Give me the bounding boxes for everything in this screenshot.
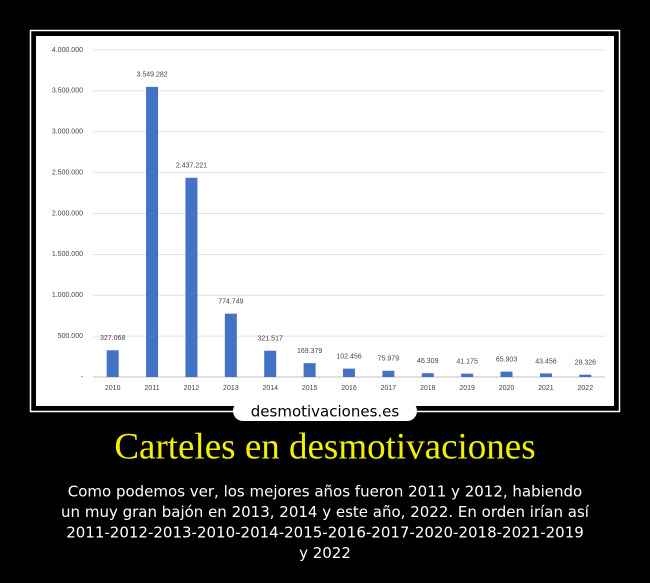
bar	[500, 371, 513, 377]
x-tick-label: 2014	[262, 385, 278, 392]
y-tick-label: 3.500.000	[52, 88, 83, 95]
bar	[264, 350, 277, 377]
text-line: y 2022	[299, 544, 351, 562]
x-tick-label: 2012	[184, 385, 200, 392]
x-tick-label: 2021	[538, 385, 554, 392]
y-tick-label: 4.000.000	[52, 47, 83, 54]
text-line: un muy gran bajón en 2013, 2014 y este a…	[61, 503, 590, 521]
value-label: 43.456	[535, 358, 557, 365]
poster-title: Carteles en desmotivaciones	[114, 426, 535, 467]
y-tick-label: 2.000.000	[52, 210, 83, 217]
x-tick-label: 2013	[223, 385, 239, 392]
y-tick-label: 1.000.000	[52, 292, 83, 299]
bar	[539, 373, 552, 377]
x-tick-label: 2019	[459, 385, 475, 392]
logo: desmotivaciones.es	[251, 403, 400, 421]
bar	[106, 350, 119, 377]
logo-pill	[233, 401, 417, 421]
value-label: 46.309	[417, 358, 439, 365]
value-label: 75.979	[378, 356, 400, 363]
bar	[579, 374, 592, 377]
value-label: 3.549.282	[136, 72, 167, 79]
value-label: 774.749	[218, 299, 243, 306]
x-tick-label: 2018	[420, 385, 436, 392]
bar	[382, 370, 395, 377]
y-tick-label: 2.500.000	[52, 169, 83, 176]
value-label: 28.326	[575, 360, 597, 367]
bar	[303, 363, 316, 377]
x-tick-label: 2022	[578, 385, 594, 392]
x-tick-label: 2017	[381, 385, 397, 392]
bar	[421, 373, 434, 377]
y-tick-label: -	[81, 374, 84, 381]
bar	[343, 368, 355, 377]
chart-area	[36, 36, 614, 406]
bar	[224, 313, 237, 377]
x-tick-label: 2020	[499, 385, 515, 392]
value-label: 2.437.221	[176, 163, 207, 170]
bar	[461, 373, 474, 377]
text-line: 2011-2012-2013-2010-2014-2015-2016-2017-…	[66, 524, 584, 542]
x-tick-label: 2016	[341, 385, 357, 392]
y-tick-label: 3.000.000	[52, 129, 83, 136]
value-label: 41.175	[456, 358, 478, 365]
value-label: 321.517	[258, 336, 283, 343]
value-label: 102.456	[336, 353, 361, 360]
chart: - 500.000 1.000.000 1.500.000 2.000.000 2.500…	[52, 47, 605, 392]
y-tick-label: 500.000	[58, 333, 83, 340]
value-label: 327.068	[100, 335, 125, 342]
poster-text: Como podemos ver, los mejores años fuero…	[61, 483, 590, 563]
value-label: 169.379	[297, 348, 322, 355]
bar	[146, 86, 159, 378]
value-label: 65.903	[496, 356, 518, 363]
y-tick-label: 1.500.000	[52, 251, 83, 258]
bar	[185, 177, 198, 377]
x-tick-label: 2015	[302, 385, 318, 392]
x-tick-label: 2010	[105, 385, 121, 392]
x-tick-label: 2011	[145, 385, 160, 392]
text-line: Como podemos ver, los mejores años fuero…	[68, 483, 582, 501]
